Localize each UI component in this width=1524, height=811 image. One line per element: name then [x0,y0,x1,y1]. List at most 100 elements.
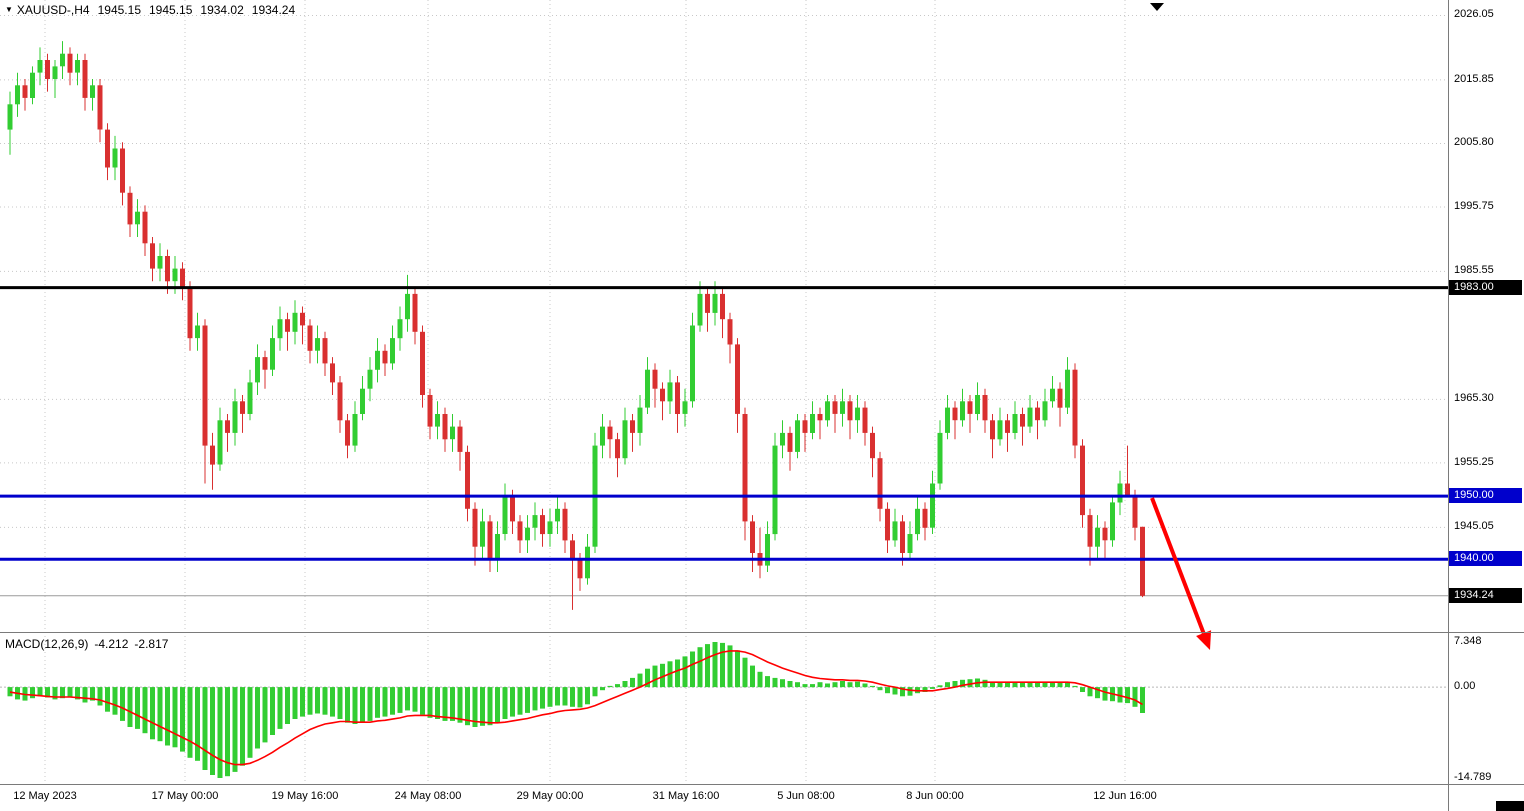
candle-body [135,211,140,225]
macd-histogram-bar [67,687,73,697]
macd-histogram-bar [375,687,380,718]
candle-body [1080,445,1085,516]
candle-body [202,325,208,446]
candle-body [952,407,958,421]
macd-histogram-bar [37,687,43,697]
candle-body [457,426,463,452]
macd-histogram-bar [960,679,965,688]
candle-body [607,426,613,440]
macd-histogram-bar [802,684,808,688]
price-axis-divider [1448,0,1449,811]
candle-body [525,527,530,541]
macd-histogram-bar [495,687,500,723]
macd-histogram-bar [427,687,433,718]
candle-body [1140,526,1145,596]
macd-histogram-bar [742,657,748,688]
candle-body [157,256,163,269]
macd-axis-label: 7.348 [1454,635,1482,647]
macd-histogram-bar [435,687,440,719]
price-axis-label: 1995.75 [1454,200,1494,212]
time-axis-label: 24 May 08:00 [394,790,462,802]
candle-body [1012,414,1018,433]
macd-histogram-bar [180,687,185,752]
macd-histogram-bar [420,687,425,715]
macd-histogram-bar [682,656,688,688]
candle-body [885,508,890,541]
candle-body [982,395,988,421]
macd-histogram-bar [967,679,973,688]
candle-body [780,432,785,446]
candle-body [142,211,148,244]
macd-histogram-bar [450,687,455,721]
macd-histogram-bar [472,687,478,727]
time-axis[interactable]: 12 May 2023 17 May 00:00 19 May 16:00 24 Ma… [0,784,1524,811]
candle-body [907,534,913,553]
trend-arrow-head[interactable] [1196,630,1212,650]
candle-body [465,451,470,509]
macd-histogram-bar [285,687,290,724]
candle-body [1072,369,1078,446]
chart-canvas[interactable] [0,0,1448,784]
chart-title: ▼ XAUUSD-,H4 1945.15 1945.15 1934.02 1934.24 [5,3,295,17]
candle-body [105,129,110,168]
panel-divider[interactable] [0,632,1524,633]
macd-histogram-bar [810,684,815,688]
candle-body [300,312,305,326]
macd-histogram-bar [345,687,350,723]
macd-name: MACD(12,26,9) [5,637,89,651]
macd-histogram-bar [277,687,283,729]
macd-histogram-bar [675,659,680,688]
macd-histogram-bar [405,687,410,711]
ohlc-open: 1945.15 [97,3,141,17]
candle-body [735,344,740,414]
macd-histogram-bar [1117,687,1123,703]
trend-arrow-line[interactable] [1150,497,1206,634]
macd-histogram-bar [600,687,605,691]
candle-body [637,407,643,433]
macd-histogram-bar [480,687,485,726]
candle-body [870,432,875,459]
time-axis-label: 5 Jun 08:00 [777,790,835,802]
candle-body [442,414,448,440]
macd-histogram-bar [1020,682,1025,688]
price-badge: 1950.00 [1449,488,1522,503]
candle-body [810,414,815,433]
macd-histogram-bar [1125,687,1130,704]
candle-body [1087,515,1093,547]
candle-body [1035,407,1040,421]
macd-histogram-bar [217,687,223,778]
macd-histogram-bar [142,687,148,734]
candle-body [1102,527,1108,541]
candle-body [1042,401,1048,421]
candle-body [1057,388,1063,408]
candle-body [367,369,373,389]
macd-histogram-bar [195,687,200,761]
macd-histogram-bar [892,687,898,695]
macd-histogram-bar [352,687,358,724]
price-axis[interactable]: 2026.05 2015.85 2005.80 1995.75 1985.55 1965.… [1449,0,1524,784]
price-axis-label: 2026.05 [1454,8,1494,20]
symbol-dropdown-icon[interactable]: ▼ [5,5,13,14]
macd-histogram-bar [937,685,943,688]
candle-body [420,331,425,395]
macd-histogram-bar [45,687,50,698]
candle-body [1027,407,1033,427]
macd-histogram-bar [832,682,838,688]
candle-body [645,369,650,408]
macd-histogram-bar [570,687,575,707]
candle-body [22,85,28,98]
candle-body [772,445,778,535]
macd-histogram-bar [870,685,875,688]
candle-body [15,85,20,105]
candle-body [795,420,800,452]
time-axis-label: 19 May 16:00 [271,790,339,802]
candle-body [555,508,560,522]
macd-histogram-bar [382,687,388,717]
macd-histogram-bar [990,681,995,688]
candle-body [60,53,65,67]
candle-body [855,407,860,421]
candle-body [210,445,215,465]
macd-histogram-bar [877,687,883,691]
chart-shift-marker[interactable] [1150,3,1164,11]
macd-histogram-bar [540,687,545,709]
